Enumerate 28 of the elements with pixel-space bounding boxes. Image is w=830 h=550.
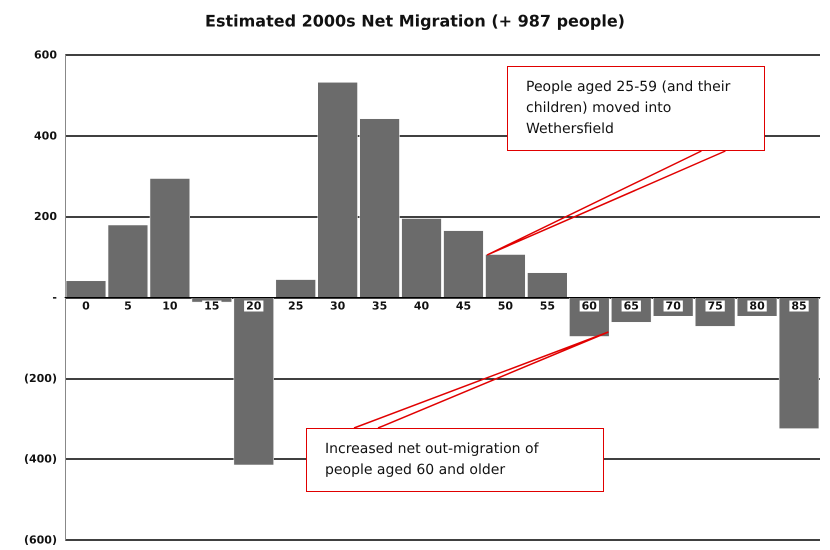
y-tick-label: (400) — [24, 452, 57, 466]
x-tick-label: 60 — [582, 300, 598, 312]
x-tick-label: 25 — [288, 300, 304, 312]
x-tick-label: 40 — [414, 300, 430, 312]
x-tick-label: 85 — [791, 300, 807, 312]
x-tick-label: 15 — [204, 300, 220, 312]
y-tick-label: 200 — [34, 210, 58, 224]
x-tick-label: 55 — [540, 300, 556, 312]
x-tick-label: 20 — [246, 300, 262, 312]
x-tick-label: 45 — [456, 300, 472, 312]
callout-box: Increased net out-migration of people aged 60 and older — [306, 428, 604, 492]
x-tick-label: 30 — [330, 300, 346, 312]
y-tick-label: (600) — [24, 534, 57, 546]
y-tick-label: (200) — [24, 372, 57, 385]
x-tick-label: 10 — [162, 300, 178, 312]
x-tick-label: 70 — [666, 300, 682, 312]
y-tick-label: 600 — [34, 48, 58, 62]
x-tick-label: 35 — [372, 300, 388, 312]
x-tick-label: 5 — [124, 300, 132, 312]
x-tick-label: 50 — [498, 300, 514, 312]
x-tick-label: 65 — [624, 300, 639, 312]
x-tick-label: 75 — [707, 300, 723, 312]
chart-title: Estimated 2000s Net Migration (+ 987 people) — [205, 12, 625, 30]
y-tick-label: 400 — [34, 129, 58, 142]
y-tick-label: - — [52, 291, 57, 304]
x-tick-label: 80 — [749, 300, 766, 312]
callout-box: People aged 25-59 (and their children) moved into Wethersfield — [507, 66, 765, 151]
x-tick-label: 0 — [82, 300, 90, 312]
